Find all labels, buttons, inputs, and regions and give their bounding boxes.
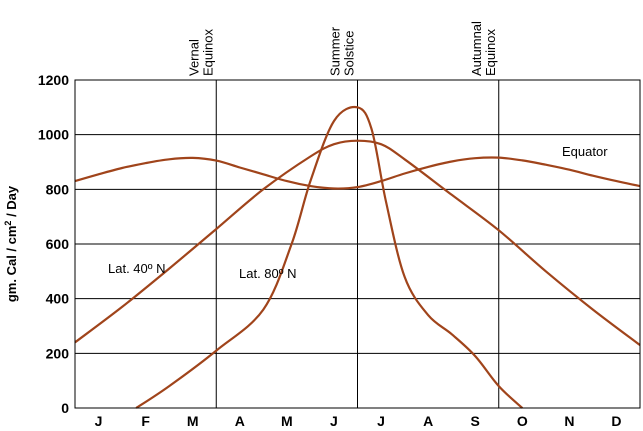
y-tick-200: 200	[46, 345, 70, 361]
season-markers: Vernal Equinox Summer Solstice Autumnal Equin…	[186, 21, 498, 76]
equator-label: Equator	[562, 144, 608, 159]
series-line-lat-80n	[135, 105, 524, 409]
series-line-lat-40n	[74, 139, 641, 346]
y-tick-0: 0	[61, 400, 69, 416]
x-tick-10: O	[517, 413, 528, 429]
y-tick-1200: 1200	[38, 72, 69, 88]
tick-labels: 0 200 400 600 800 1000 1200 J F M A M J J A S O N D	[38, 72, 622, 429]
y-axis-label-unit: / Day	[4, 185, 19, 220]
y-tick-600: 600	[46, 236, 70, 252]
y-axis-label-superscript: 2	[3, 221, 13, 226]
lat-80-label: Lat. 80º N	[239, 266, 297, 281]
summer-solstice-label: Summer	[328, 26, 343, 76]
y-axis-label: gm. Cal / cm2 / Day	[3, 185, 19, 302]
x-tick-3: M	[187, 413, 199, 429]
x-tick-2: F	[141, 413, 150, 429]
x-tick-5: M	[281, 413, 293, 429]
autumnal-equinox-label: Equinox	[483, 29, 498, 76]
x-tick-11: N	[564, 413, 574, 429]
x-tick-7: J	[377, 413, 385, 429]
x-tick-8: A	[423, 413, 433, 429]
y-tick-400: 400	[46, 291, 70, 307]
x-tick-4: A	[235, 413, 245, 429]
vernal-equinox-label: Equinox	[200, 29, 215, 76]
x-tick-9: S	[471, 413, 480, 429]
y-tick-1000: 1000	[38, 127, 69, 143]
lat-40-label: Lat. 40º N	[108, 261, 166, 276]
series-labels: Equator Lat. 40º N Lat. 80º N	[108, 144, 608, 281]
y-axis-label-main: gm. Cal / cm	[4, 226, 19, 303]
x-tick-6: J	[330, 413, 338, 429]
summer-solstice-label: Solstice	[342, 30, 357, 76]
x-tick-12: D	[611, 413, 621, 429]
autumnal-equinox-label: Autumnal	[469, 21, 484, 76]
grid	[75, 80, 640, 408]
plot-frame	[74, 79, 641, 409]
series-line-equator	[74, 156, 641, 190]
vernal-equinox-label: Vernal	[186, 39, 201, 76]
x-tick-1: J	[95, 413, 103, 429]
series-layer	[74, 105, 641, 409]
y-tick-800: 800	[46, 181, 70, 197]
